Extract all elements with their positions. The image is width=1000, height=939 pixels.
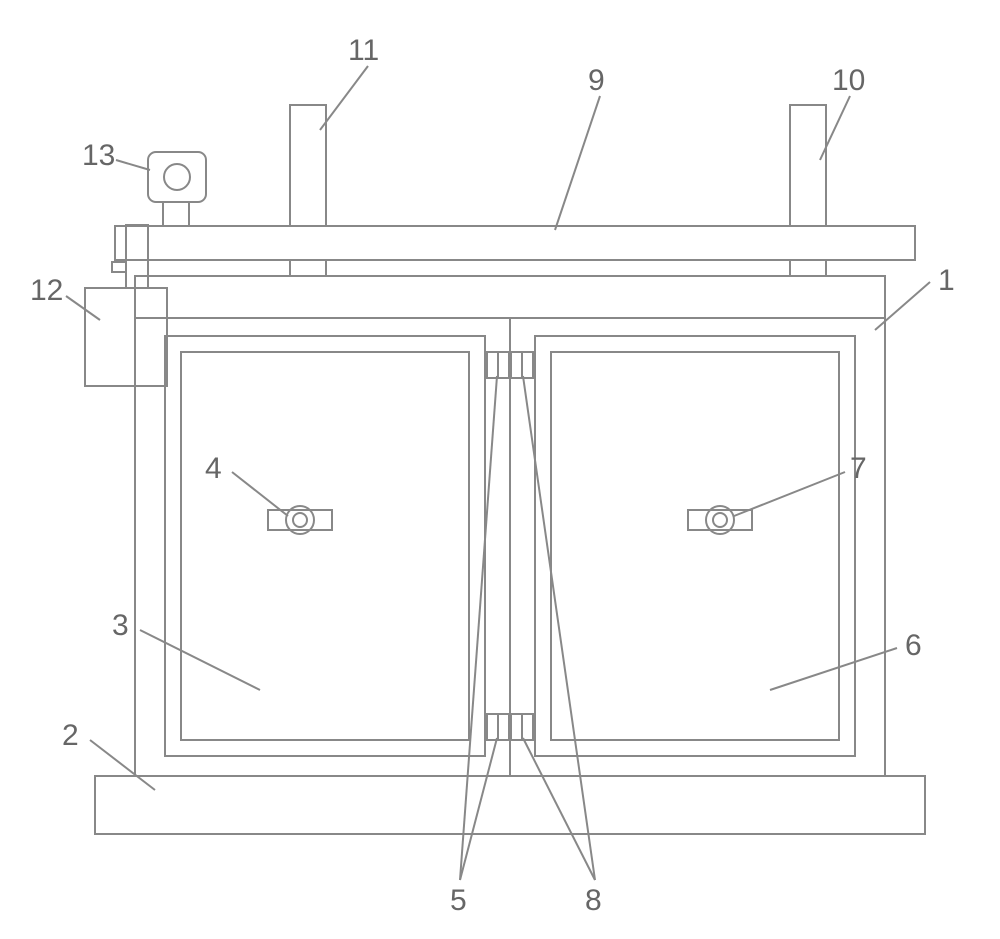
callout-label-12: 12 bbox=[30, 274, 63, 307]
camera-neck bbox=[163, 202, 189, 226]
callout-label-13: 13 bbox=[82, 139, 115, 172]
callout-label-5: 5 bbox=[450, 884, 467, 917]
callout-11: 11 bbox=[320, 34, 379, 130]
callout-12: 12 bbox=[30, 274, 100, 320]
callout-label-6: 6 bbox=[905, 629, 922, 662]
callout-label-4: 4 bbox=[205, 452, 222, 485]
callout-4: 4 bbox=[205, 452, 288, 516]
knob-left-center bbox=[293, 513, 307, 527]
side-nub bbox=[112, 262, 126, 272]
camera-stem bbox=[126, 225, 148, 288]
post-left bbox=[290, 105, 326, 226]
callout-label-3: 3 bbox=[112, 609, 129, 642]
post-right bbox=[790, 105, 826, 226]
cabinet-base bbox=[95, 776, 925, 834]
camera-lens bbox=[164, 164, 190, 190]
callout-label-8: 8 bbox=[585, 884, 602, 917]
callout-label-9: 9 bbox=[588, 64, 605, 97]
right-door-outer bbox=[535, 336, 855, 756]
callout-2: 2 bbox=[62, 719, 155, 790]
callout-9: 9 bbox=[555, 64, 605, 230]
callout-label-11: 11 bbox=[348, 34, 379, 67]
callout-13: 13 bbox=[82, 139, 150, 172]
callout-1: 1 bbox=[875, 264, 955, 330]
top-bar bbox=[115, 226, 915, 260]
callout-label-2: 2 bbox=[62, 719, 79, 752]
callout-6: 6 bbox=[770, 629, 922, 690]
side-box bbox=[85, 288, 167, 386]
camera-head bbox=[148, 152, 206, 202]
left-door-inner bbox=[181, 352, 469, 740]
left-door-outer bbox=[165, 336, 485, 756]
knob-right-center bbox=[713, 513, 727, 527]
callout-label-1: 1 bbox=[938, 264, 955, 297]
callout-label-7: 7 bbox=[850, 452, 867, 485]
callout-5: 5 bbox=[450, 376, 497, 917]
callout-label-10: 10 bbox=[832, 64, 865, 97]
callout-7: 7 bbox=[734, 452, 867, 516]
